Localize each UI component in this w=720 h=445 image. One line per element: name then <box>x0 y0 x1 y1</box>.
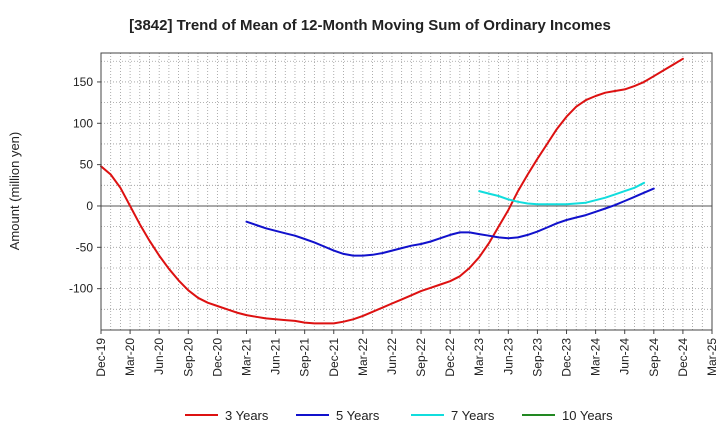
x-tick-label: Jun-24 <box>618 338 632 375</box>
x-tick-label: Jun-20 <box>152 338 166 375</box>
x-tick-label: Sep-23 <box>530 338 544 377</box>
y-axis-ticks: 150 100 50 0 -50 -100 <box>69 75 101 296</box>
x-tick-label: Jun-22 <box>385 338 399 375</box>
y-tick-label: 0 <box>86 199 93 213</box>
y-tick-label: 50 <box>80 158 94 172</box>
x-tick-label: Dec-21 <box>327 338 341 377</box>
x-tick-label: Sep-22 <box>414 338 428 377</box>
grid-lines <box>101 53 712 330</box>
legend-label: 10 Years <box>562 408 613 423</box>
x-tick-label: Sep-24 <box>647 338 661 377</box>
y-axis-label: Amount (million yen) <box>7 132 22 251</box>
x-tick-label: Jun-23 <box>501 338 515 375</box>
x-tick-label: Sep-21 <box>298 338 312 377</box>
x-tick-label: Mar-24 <box>589 338 603 376</box>
legend-label: 5 Years <box>336 408 380 423</box>
x-tick-label: Mar-23 <box>472 338 486 376</box>
legend: 3 Years 5 Years 7 Years 10 Years <box>185 408 613 423</box>
legend-label: 3 Years <box>225 408 269 423</box>
x-tick-label: Sep-20 <box>181 338 195 377</box>
series-line <box>245 187 655 257</box>
x-tick-label: Mar-21 <box>239 338 253 376</box>
y-tick-label: 100 <box>73 116 93 130</box>
x-tick-label: Dec-24 <box>676 338 690 377</box>
y-tick-label: -50 <box>76 240 94 254</box>
series-line <box>478 181 646 206</box>
x-tick-label: Dec-23 <box>560 338 574 377</box>
series-line <box>100 57 684 325</box>
x-tick-label: Mar-25 <box>705 338 719 376</box>
x-tick-label: Mar-22 <box>356 338 370 376</box>
x-tick-label: Dec-19 <box>94 338 108 377</box>
x-axis-ticks: Dec-19 Mar-20 Jun-20 Sep-20 Dec-20 Mar-21 Jun-… <box>94 330 719 377</box>
plot-area-frame <box>100 52 713 331</box>
legend-label: 7 Years <box>451 408 495 423</box>
y-tick-label: 150 <box>73 75 93 89</box>
x-tick-label: Dec-22 <box>443 338 457 377</box>
x-tick-label: Jun-21 <box>269 338 283 375</box>
x-tick-label: Mar-20 <box>123 338 137 376</box>
y-tick-label: -100 <box>69 282 93 296</box>
series-lines <box>100 57 684 325</box>
chart-title: [3842] Trend of Mean of 12-Month Moving … <box>129 17 611 34</box>
x-tick-label: Dec-20 <box>210 338 224 377</box>
